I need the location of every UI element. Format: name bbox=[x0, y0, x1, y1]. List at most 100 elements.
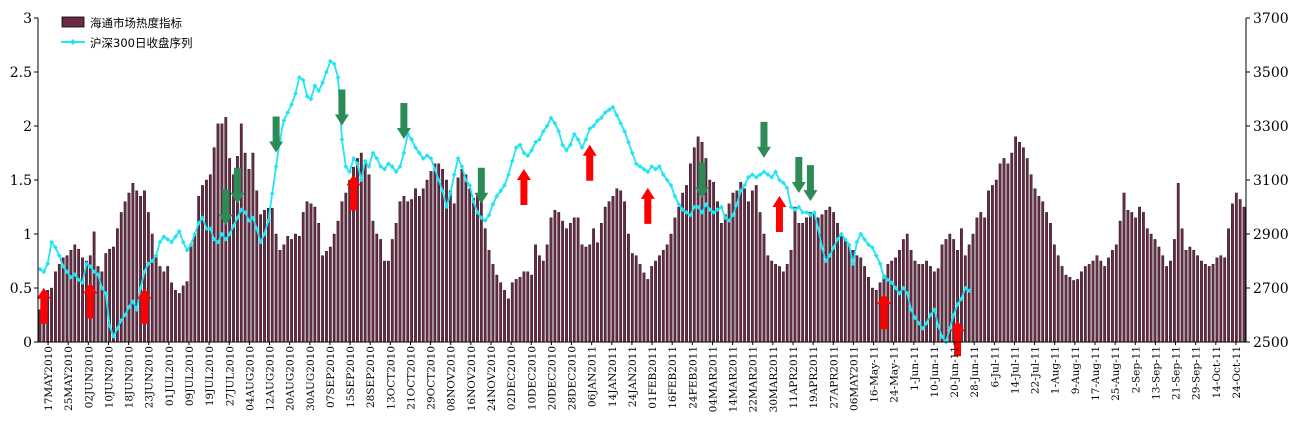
bar bbox=[297, 235, 301, 343]
bar bbox=[375, 233, 379, 343]
bar bbox=[1180, 228, 1184, 343]
bar bbox=[197, 196, 201, 343]
bar bbox=[1130, 212, 1134, 343]
bar bbox=[944, 239, 948, 343]
bar bbox=[568, 223, 572, 343]
line-point bbox=[552, 120, 558, 126]
bar bbox=[259, 214, 263, 343]
line-point bbox=[560, 142, 566, 148]
bar bbox=[1231, 203, 1234, 343]
x-tick-label: 6-Jul-11 bbox=[989, 346, 1001, 387]
bar bbox=[797, 223, 801, 343]
line-point bbox=[835, 237, 840, 242]
line-point bbox=[653, 166, 658, 172]
line-point bbox=[645, 169, 651, 175]
x-tick-label: 20DEC2010 bbox=[546, 346, 558, 410]
line-point bbox=[68, 274, 74, 280]
line-point bbox=[831, 245, 837, 250]
bar bbox=[1103, 266, 1107, 343]
line-point bbox=[413, 145, 418, 150]
line-point bbox=[107, 323, 113, 329]
left-tick-label: 2 bbox=[23, 119, 32, 135]
bar bbox=[541, 260, 545, 343]
bar bbox=[665, 244, 669, 343]
bar bbox=[510, 282, 514, 343]
line-point bbox=[478, 215, 484, 221]
bar bbox=[228, 158, 232, 343]
bar bbox=[158, 266, 162, 343]
bar bbox=[81, 257, 84, 343]
bar bbox=[417, 196, 421, 343]
line-point bbox=[614, 112, 620, 118]
line-point bbox=[126, 304, 132, 310]
line-point bbox=[250, 215, 256, 221]
bar bbox=[181, 285, 185, 343]
line-point bbox=[595, 118, 600, 123]
bar bbox=[750, 190, 754, 343]
bar bbox=[270, 207, 274, 343]
bar bbox=[1052, 244, 1056, 343]
bar bbox=[1111, 250, 1114, 343]
line-point bbox=[757, 172, 763, 177]
bar bbox=[1002, 158, 1006, 343]
line-point bbox=[289, 102, 294, 107]
bar bbox=[166, 266, 170, 343]
x-tick-label: 20AUG2010 bbox=[285, 346, 297, 411]
x-tick-label: 30MAR2011 bbox=[768, 346, 780, 412]
bar bbox=[681, 192, 685, 343]
bar bbox=[599, 223, 603, 343]
bar bbox=[812, 212, 816, 343]
bar bbox=[1049, 223, 1052, 343]
bar bbox=[1080, 271, 1083, 343]
line-point bbox=[842, 237, 848, 242]
bar bbox=[1083, 266, 1087, 343]
bar bbox=[476, 196, 479, 343]
line-point bbox=[726, 218, 732, 223]
bar bbox=[1041, 201, 1045, 343]
left-tick-label: 0.5 bbox=[10, 281, 32, 297]
line-point bbox=[223, 237, 229, 242]
bar bbox=[1134, 217, 1138, 343]
line-point bbox=[641, 166, 647, 172]
x-tick-label: 24JAN2011 bbox=[627, 346, 639, 407]
line-point bbox=[463, 177, 469, 183]
line-point bbox=[258, 239, 264, 245]
bar bbox=[1064, 274, 1068, 343]
x-tick-label: 20-Jun-11 bbox=[949, 346, 961, 398]
line-point bbox=[873, 253, 879, 258]
bar bbox=[363, 163, 367, 343]
line-point bbox=[231, 223, 236, 229]
bar bbox=[588, 244, 592, 343]
bar bbox=[789, 250, 793, 343]
left-tick-label: 0 bbox=[23, 335, 32, 351]
x-tick-label: 25-Aug-11 bbox=[1110, 346, 1122, 401]
bar bbox=[317, 223, 321, 343]
bar bbox=[735, 190, 739, 343]
line-point bbox=[64, 269, 70, 275]
line-point bbox=[583, 137, 589, 142]
line-point bbox=[749, 172, 755, 177]
x-tick-label: 01JUL2010 bbox=[164, 346, 176, 406]
bar bbox=[673, 217, 677, 343]
bar bbox=[979, 212, 983, 343]
bar bbox=[530, 274, 534, 343]
x-tick-label: 21-Sep-11 bbox=[1171, 346, 1183, 400]
line-point bbox=[134, 307, 140, 312]
bar bbox=[1091, 260, 1095, 343]
x-tick-label: 24FEB2011 bbox=[687, 346, 699, 409]
line-point bbox=[753, 174, 759, 180]
line-point bbox=[114, 326, 120, 331]
line-point bbox=[37, 266, 43, 272]
bar bbox=[778, 266, 781, 343]
bar bbox=[340, 201, 344, 343]
line-point bbox=[579, 145, 585, 150]
bar bbox=[781, 271, 785, 343]
line-point bbox=[746, 174, 751, 180]
line-point bbox=[192, 231, 198, 237]
bar bbox=[603, 206, 607, 343]
x-tick-label: 27APR2011 bbox=[828, 346, 840, 409]
bar bbox=[630, 253, 634, 343]
bar bbox=[654, 260, 657, 343]
bar bbox=[499, 282, 503, 343]
line-point bbox=[509, 158, 515, 164]
